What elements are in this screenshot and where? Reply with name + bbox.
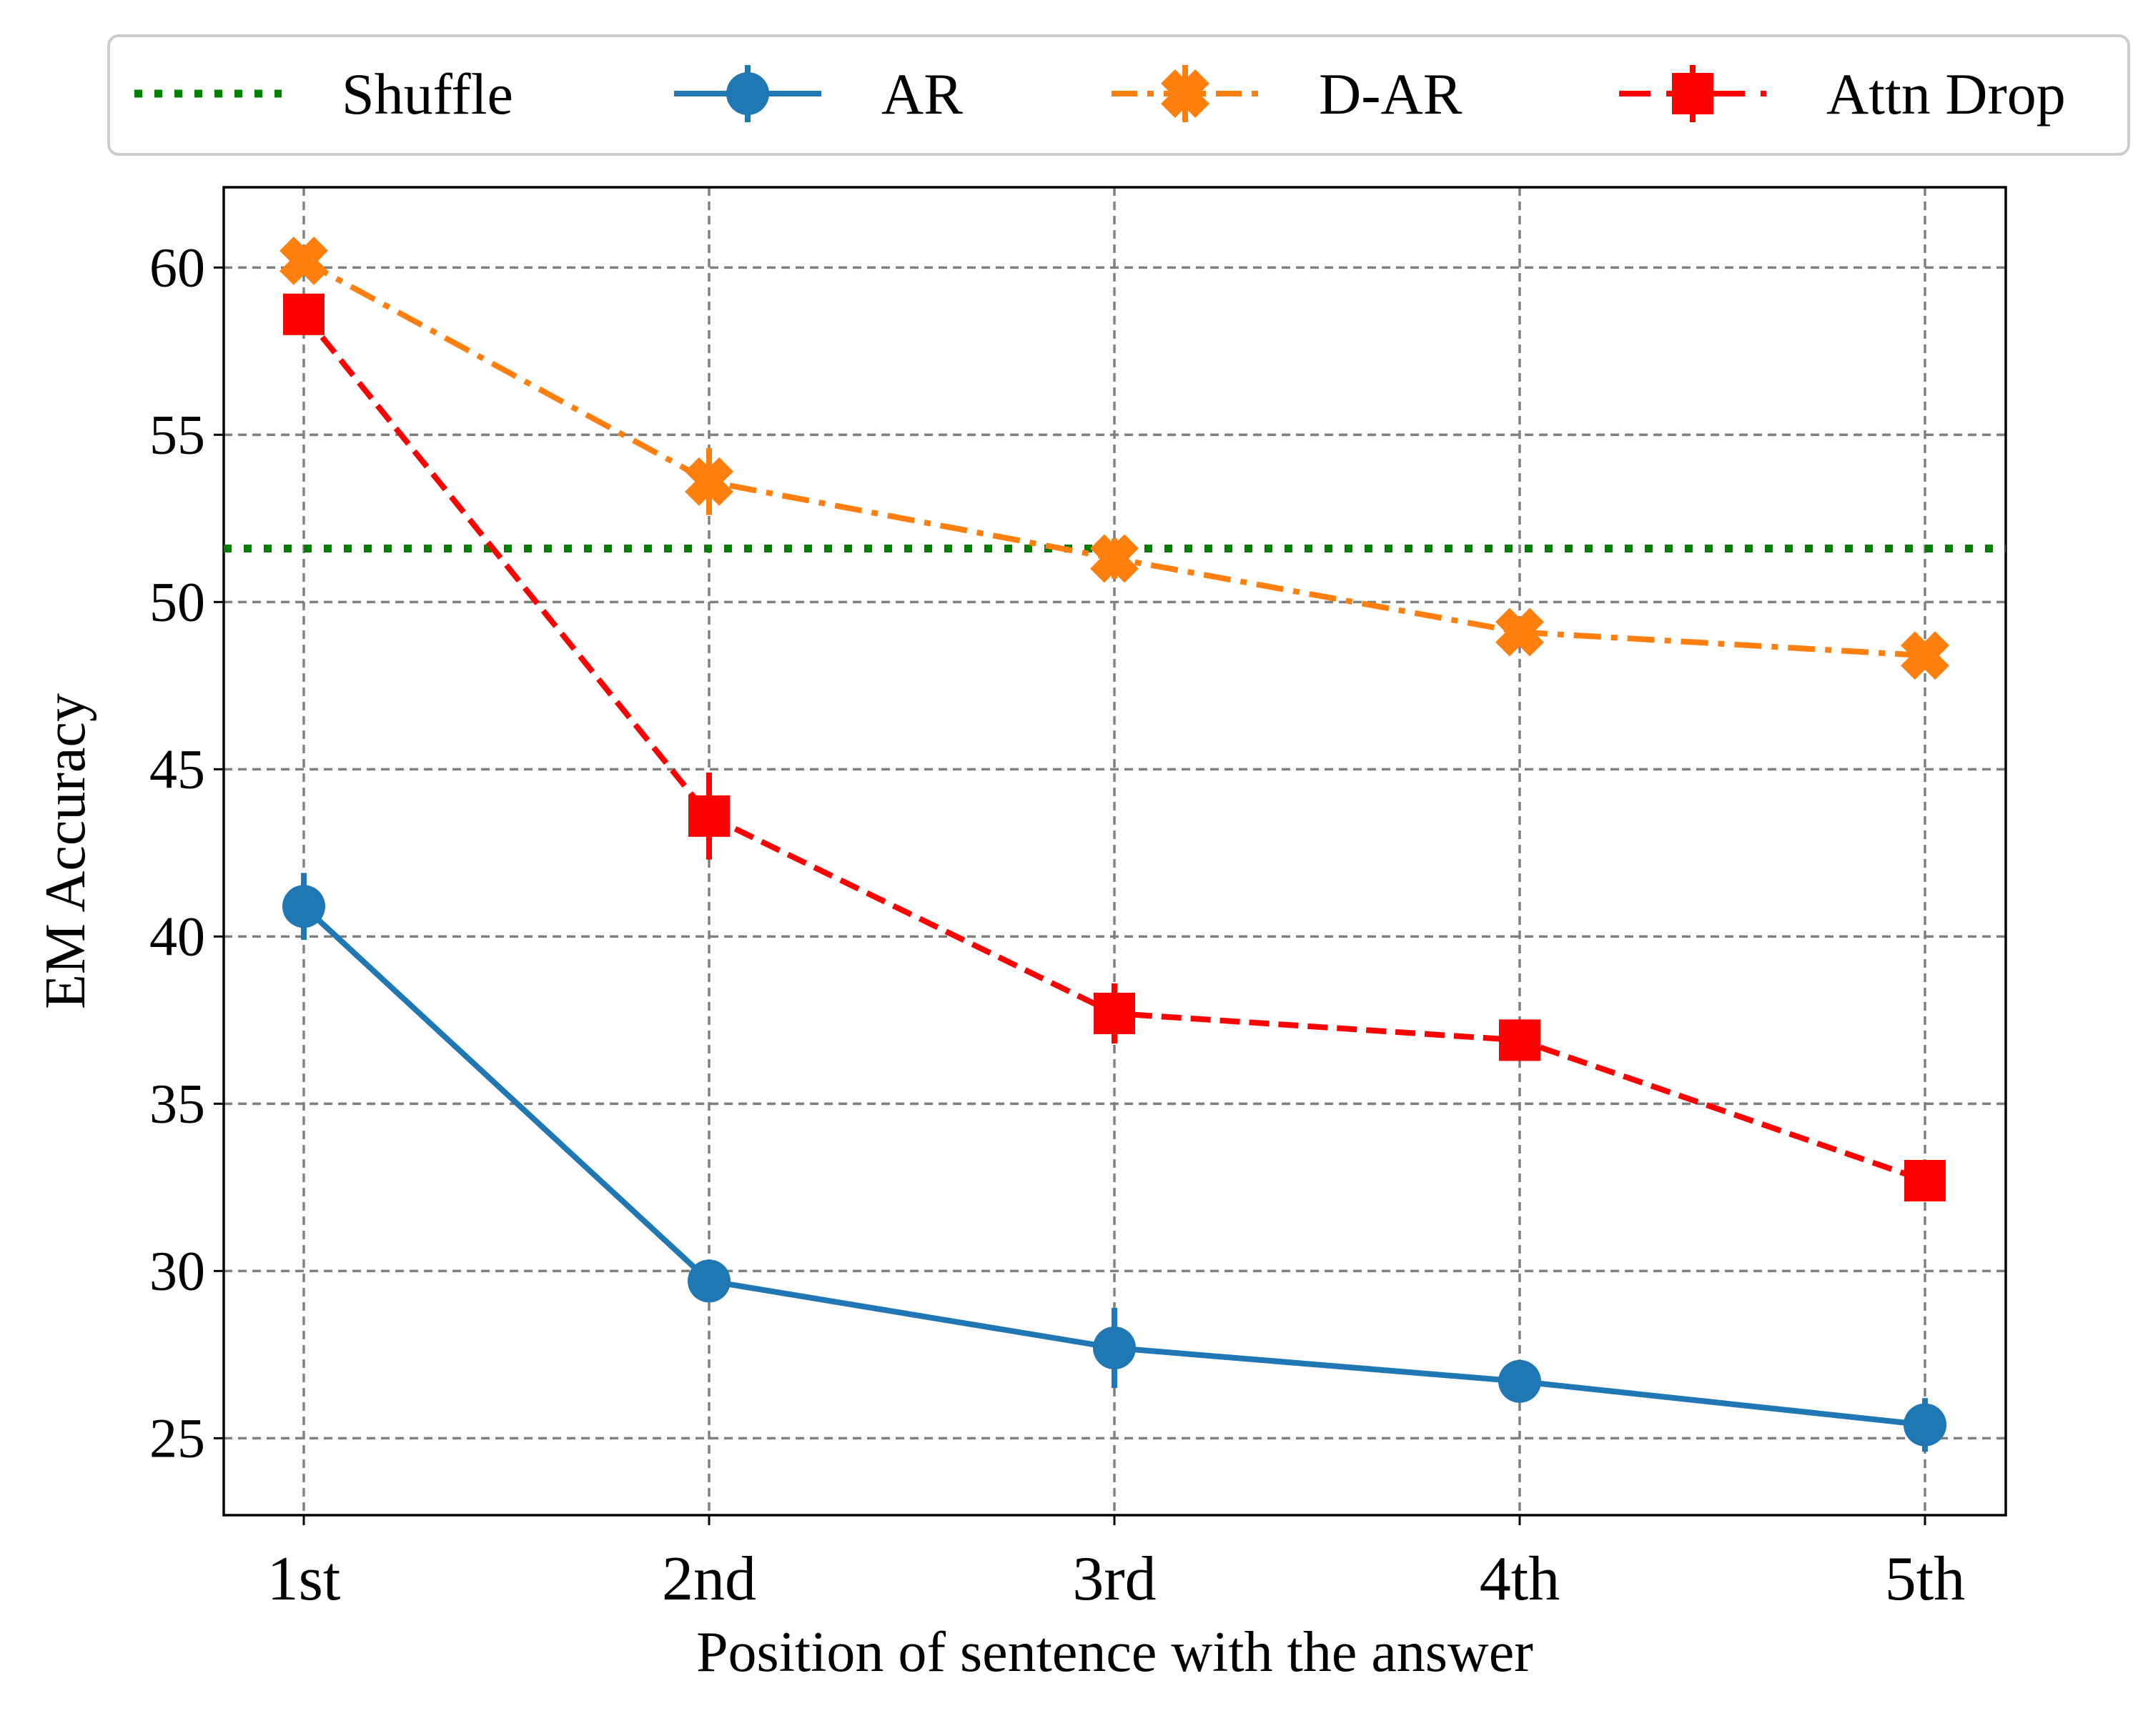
data-point-d-ar <box>1090 534 1139 583</box>
data-point-attn-drop <box>1904 1159 1946 1201</box>
legend-marker-attn-drop <box>1672 73 1713 114</box>
legend-label-shuffle: Shuffle <box>342 61 513 127</box>
legend-item-shuffle: Shuffle <box>134 61 513 127</box>
series-attn-drop <box>283 293 1946 1201</box>
y-tick-label: 35 <box>149 1072 205 1134</box>
y-tick-label: 45 <box>149 738 205 800</box>
y-axis-label: EM Accuracy <box>34 693 97 1009</box>
y-tick-label: 55 <box>149 403 205 465</box>
y-tick-label: 60 <box>149 236 205 298</box>
data-point-d-ar <box>279 237 328 285</box>
data-point-d-ar <box>1495 607 1544 657</box>
data-point-attn-drop <box>283 293 325 335</box>
data-point-d-ar <box>1901 631 1949 680</box>
y-tick-label: 30 <box>149 1239 205 1301</box>
data-point-d-ar <box>685 457 733 506</box>
data-point-ar <box>1904 1403 1946 1447</box>
y-tick-label: 25 <box>149 1407 205 1469</box>
ticks: 25 30 35 40 45 50 55 60 1st 2nd 3rd 4th 5th <box>149 236 1965 1614</box>
x-tick-label: 3rd <box>1072 1544 1156 1614</box>
series-ar <box>282 873 1946 1452</box>
data-point-attn-drop <box>688 795 730 837</box>
x-tick-label: 4th <box>1480 1544 1560 1614</box>
legend-item-attn-drop: Attn Drop <box>1619 61 2066 127</box>
x-tick-label: 5th <box>1885 1544 1965 1614</box>
data-point-ar <box>282 885 325 928</box>
series-d-ar <box>279 237 1949 680</box>
x-axis-label: Position of sentence with the answer <box>696 1621 1533 1684</box>
x-tick-label: 1st <box>267 1544 341 1614</box>
data-point-attn-drop <box>1094 992 1135 1034</box>
legend-item-ar: AR <box>674 61 963 127</box>
series-layer <box>224 237 2006 1452</box>
x-tick-label: 2nd <box>662 1544 756 1614</box>
legend: Shuffle AR D-AR Attn Drop <box>107 34 2130 156</box>
data-point-ar <box>1498 1359 1541 1403</box>
legend-marker-ar <box>726 72 769 115</box>
data-point-ar <box>688 1259 731 1303</box>
legend-item-d-ar: D-AR <box>1112 61 1462 127</box>
data-point-ar <box>1093 1326 1136 1369</box>
legend-label-d-ar: D-AR <box>1319 61 1462 127</box>
y-tick-label: 40 <box>149 905 205 967</box>
legend-marker-d-ar <box>1161 69 1209 118</box>
legend-label-ar: AR <box>881 61 963 127</box>
data-point-attn-drop <box>1499 1019 1540 1061</box>
y-tick-label: 50 <box>149 570 205 633</box>
legend-label-attn-drop: Attn Drop <box>1826 61 2066 127</box>
